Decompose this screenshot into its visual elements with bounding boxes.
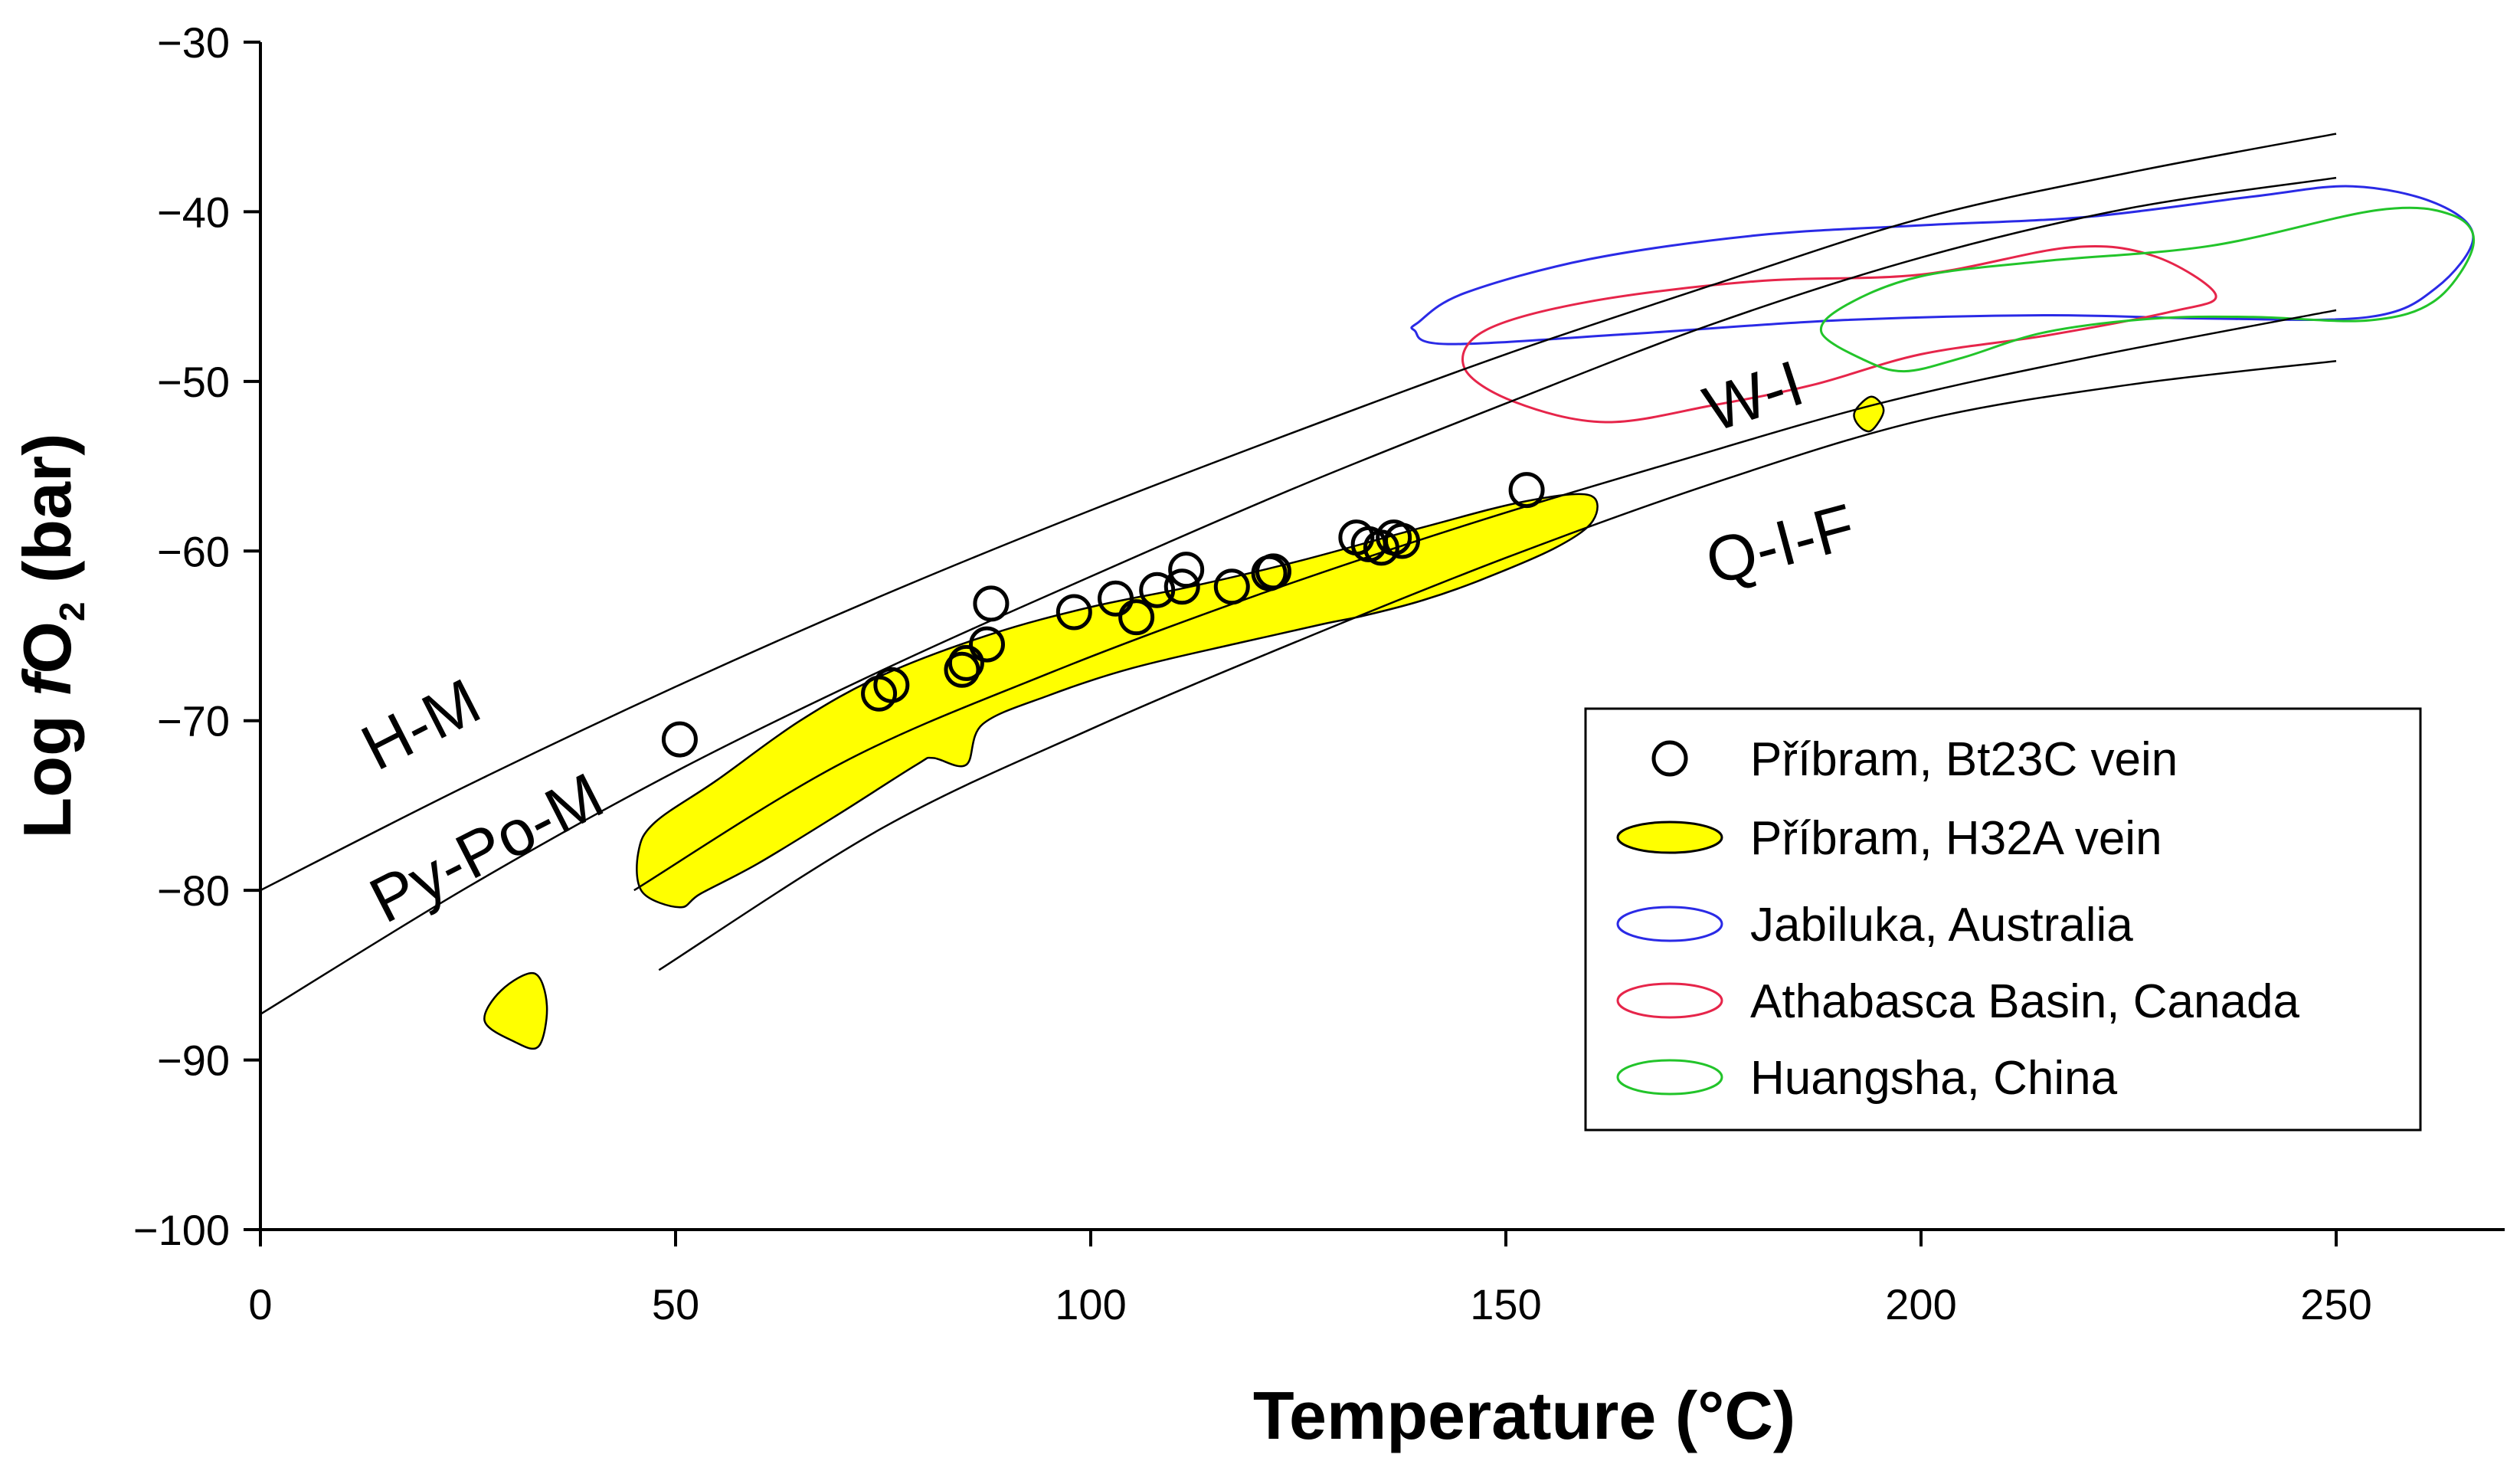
y-axis-title: Log fO2 (bar): [9, 433, 92, 838]
buffer-curve-label: H-M: [350, 664, 491, 784]
y-tick-label: −100: [133, 1206, 230, 1254]
buffer-curve: [633, 309, 2337, 892]
points-layer: [661, 472, 1545, 758]
regions-layer: [483, 185, 2476, 1050]
outline-region: [1461, 245, 2217, 424]
x-tick-label: 200: [1885, 1280, 1956, 1328]
legend-yellow-region-marker: [1616, 821, 1723, 854]
data-point: [1255, 553, 1291, 590]
yellow-region: [636, 493, 1599, 909]
data-point: [1139, 572, 1176, 608]
data-point: [1384, 522, 1420, 559]
data-point: [873, 667, 910, 703]
data-point: [1508, 472, 1545, 509]
legend-label: Jabiluka, Australia: [1750, 899, 2133, 952]
legend-green-outline-marker: [1616, 1059, 1723, 1096]
buffer-curve-label: W-I: [1696, 346, 1812, 445]
x-tick-label: 0: [248, 1280, 272, 1328]
data-point: [1118, 599, 1155, 636]
x-tick-label: 100: [1055, 1280, 1126, 1328]
legend-box: [1584, 707, 2422, 1132]
legend-item: Athabasca Basin, Canada: [1616, 975, 2299, 1028]
legend: Příbram, Bt23C vein Příbram, H32A vein J…: [1584, 707, 2422, 1132]
data-point: [1213, 568, 1250, 605]
data-point: [1363, 529, 1399, 566]
y-tick-label: −30: [157, 18, 230, 67]
legend-red-outline-marker: [1616, 982, 1723, 1019]
data-point: [947, 644, 984, 681]
data-point: [1055, 594, 1092, 631]
buffer-curves-layer: [260, 133, 2337, 1015]
data-point: [973, 585, 1010, 622]
y-tick-label: −60: [157, 527, 230, 575]
y-tick-label: −50: [157, 358, 230, 406]
ticks-layer: 0 50 100 150 200 250 −100 −90 −80 −70 −60 −50 −40 −30: [133, 18, 2372, 1328]
buffer-curve: [658, 360, 2337, 971]
axes: [259, 42, 2505, 1231]
legend-item: Příbram, H32A vein: [1616, 812, 2162, 865]
data-point: [969, 626, 1005, 663]
legend-label: Huangsha, China: [1750, 1052, 2118, 1105]
data-point: [944, 651, 980, 688]
legend-label: Athabasca Basin, Canada: [1750, 975, 2299, 1028]
y-tick-label: −70: [157, 697, 230, 745]
outline-region: [1819, 206, 2476, 373]
legend-label: Příbram, H32A vein: [1750, 812, 2162, 865]
data-point: [1163, 568, 1200, 605]
data-point: [661, 721, 698, 758]
yellow-region: [483, 971, 548, 1050]
y-tick-label: −80: [157, 866, 230, 915]
y-tick-label: −40: [157, 188, 230, 236]
legend-open-circle-marker: [1651, 740, 1688, 777]
data-point: [1168, 552, 1205, 588]
legend-item: Příbram, Bt23C vein: [1651, 733, 2178, 786]
legend-item: Huangsha, China: [1616, 1052, 2118, 1105]
data-point: [1098, 580, 1134, 617]
legend-label: Příbram, Bt23C vein: [1750, 733, 2178, 786]
x-tick-label: 50: [652, 1280, 699, 1328]
buffer-curve: [260, 176, 2337, 1015]
x-axis-title: Temperature (°C): [1253, 1377, 1795, 1453]
x-tick-label: 150: [1470, 1280, 1541, 1328]
legend-item: Jabiluka, Australia: [1616, 899, 2133, 952]
y-tick-label: −90: [157, 1037, 230, 1085]
buffer-curve-label: Q-I-F: [1698, 490, 1862, 598]
legend-blue-outline-marker: [1616, 906, 1723, 942]
buffer-curve: [260, 133, 2337, 892]
yellow-region: [1853, 395, 1885, 433]
buffer-curve-label: Py-Po-M: [358, 758, 614, 936]
x-tick-label: 250: [2300, 1280, 2371, 1328]
